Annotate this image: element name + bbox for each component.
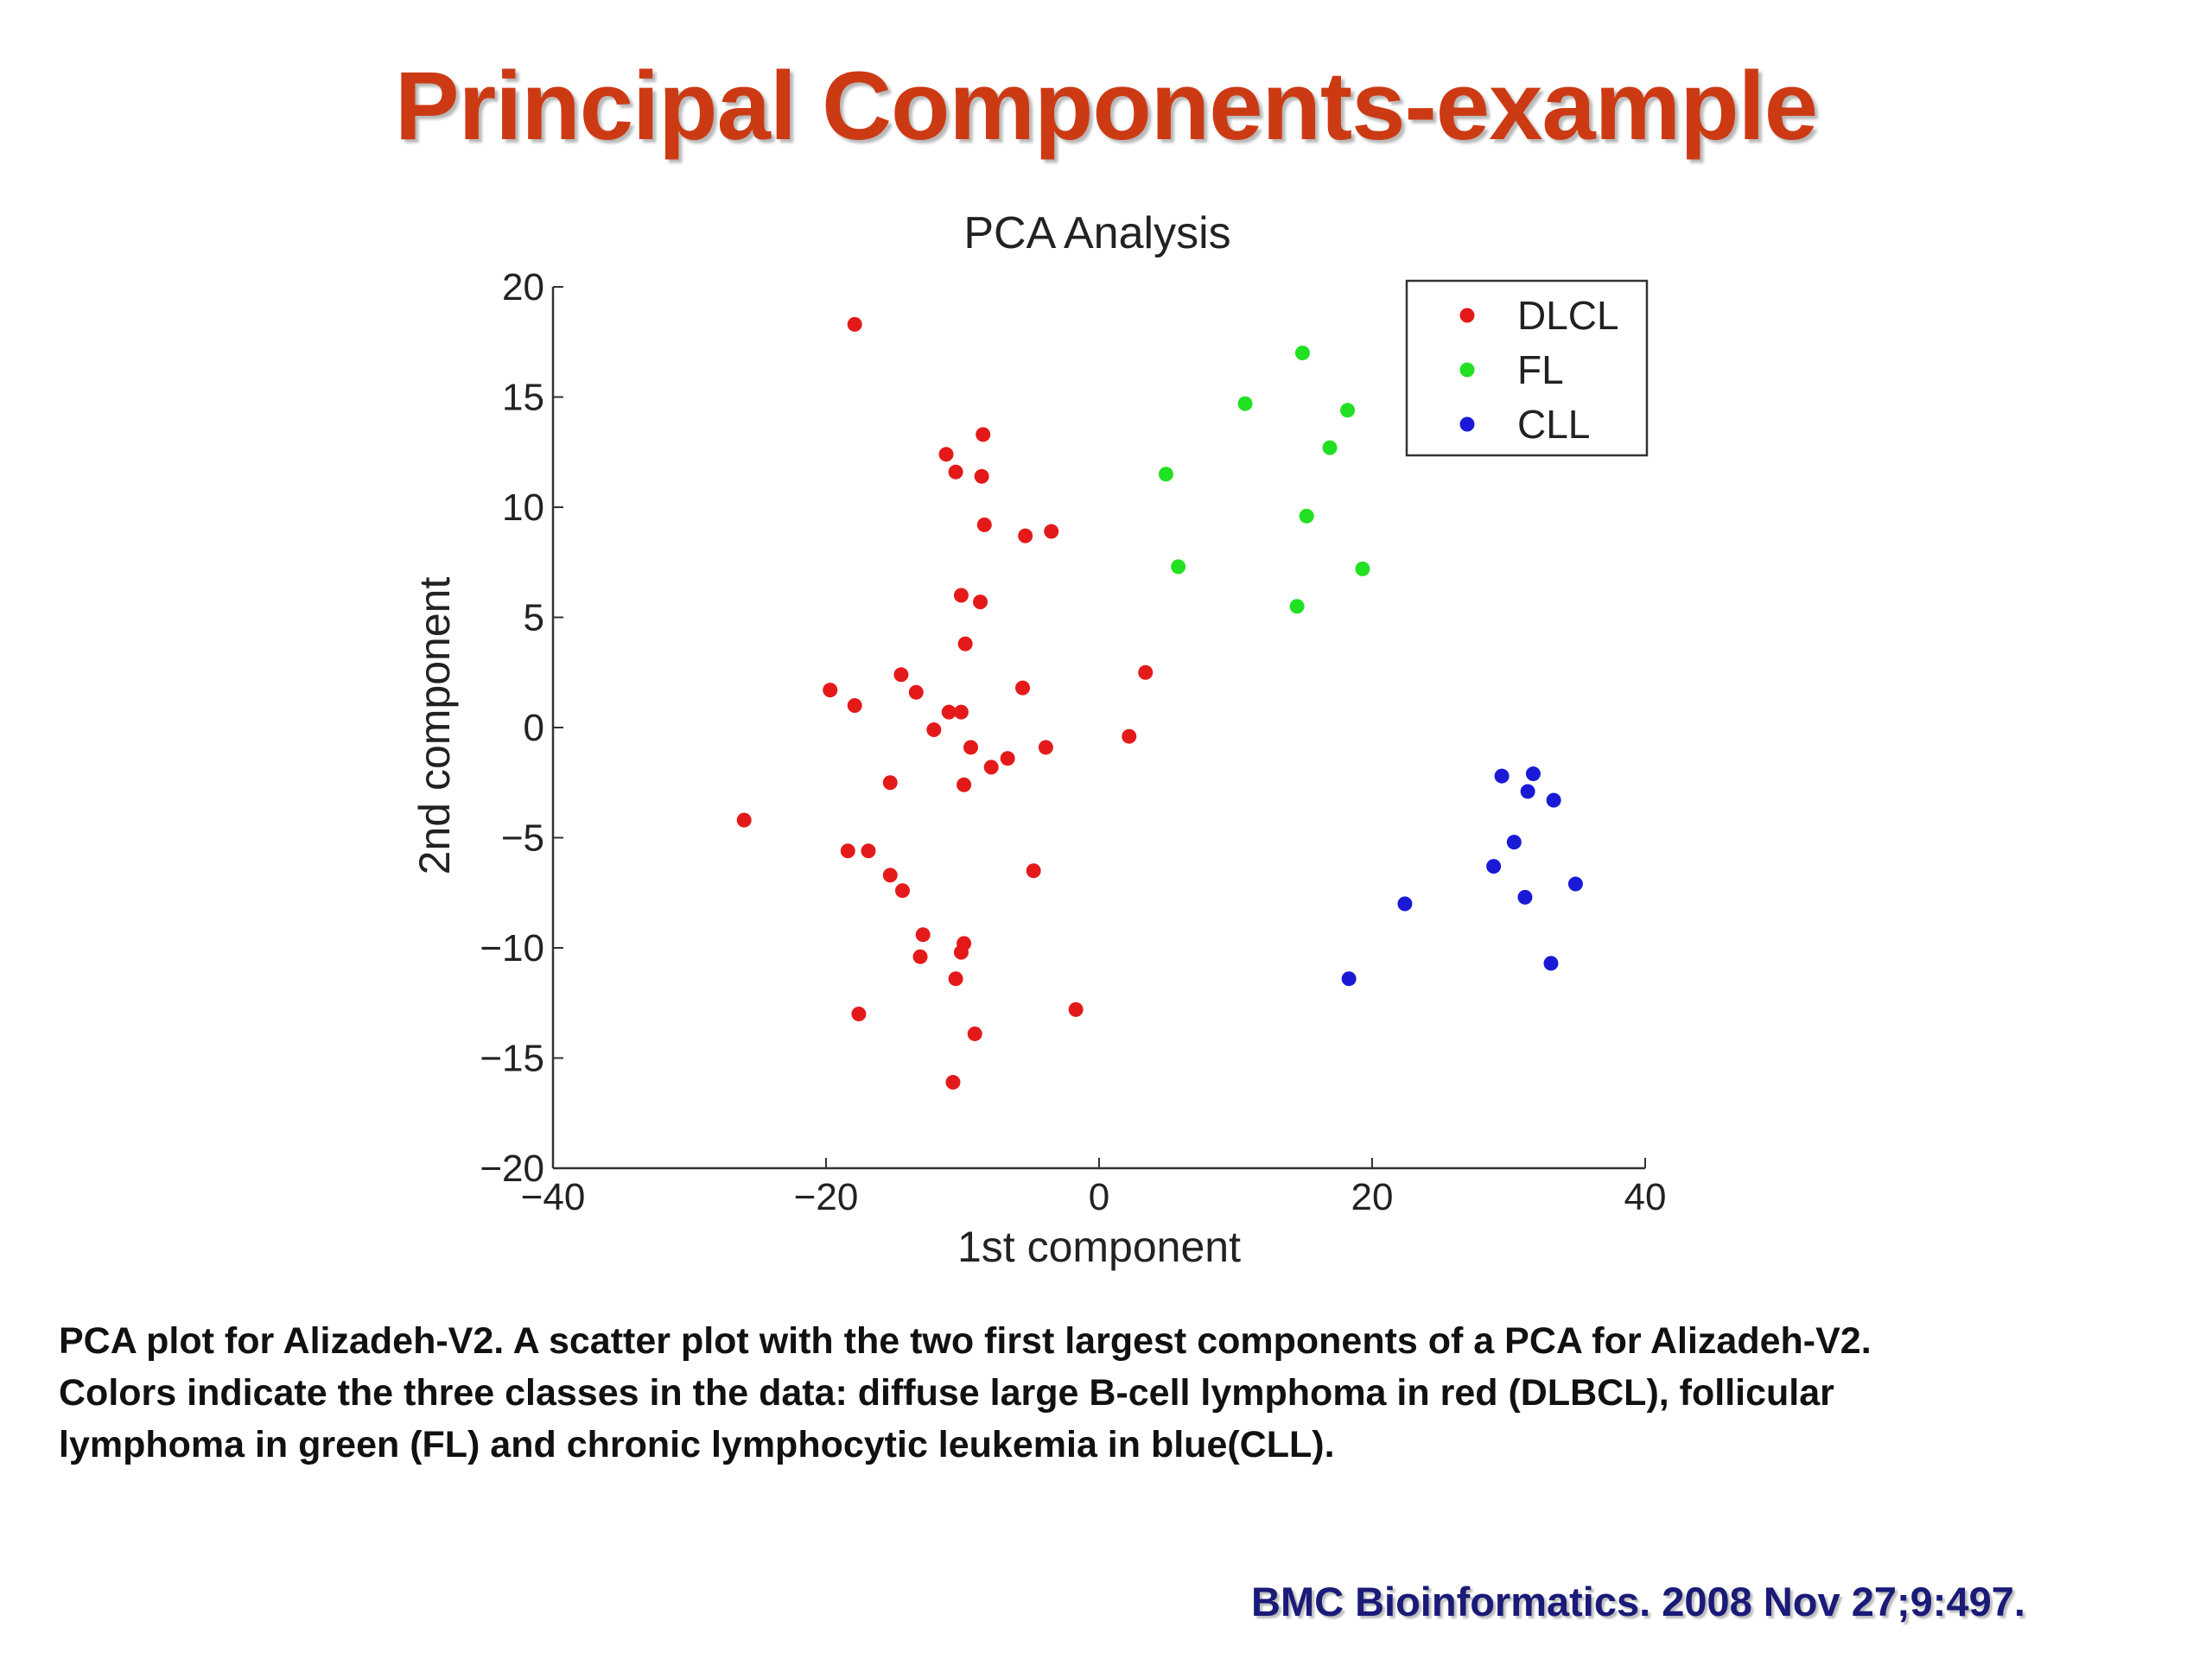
- point-dlcl: [908, 684, 924, 700]
- data-points: [736, 316, 1583, 1090]
- y-tick-label: 10: [502, 486, 544, 529]
- point-dlcl: [967, 1026, 982, 1041]
- point-dlcl: [861, 843, 876, 859]
- point-dlcl: [893, 667, 909, 683]
- point-cll: [1397, 896, 1413, 912]
- y-tick-label: −15: [480, 1038, 544, 1080]
- legend-marker-fl: [1459, 362, 1475, 378]
- point-dlcl: [912, 949, 928, 964]
- point-dlcl: [1015, 680, 1031, 696]
- y-tick-label: −10: [480, 927, 544, 969]
- legend-marker-dlcl: [1459, 308, 1475, 323]
- point-fl: [1322, 440, 1338, 455]
- point-dlcl: [926, 722, 942, 738]
- point-cll: [1517, 889, 1533, 905]
- x-tick-label: 20: [1351, 1176, 1394, 1218]
- point-dlcl: [941, 704, 957, 720]
- legend-box: [1405, 279, 1649, 457]
- point-dlcl: [976, 427, 991, 442]
- point-cll: [1341, 971, 1357, 987]
- point-dlcl: [976, 517, 992, 532]
- legend-label-cll: CLL: [1517, 402, 1590, 447]
- point-fl: [1158, 467, 1173, 482]
- y-tick-label: 5: [524, 597, 544, 639]
- point-dlcl: [945, 1075, 961, 1090]
- x-tick-label: 0: [1089, 1176, 1109, 1218]
- y-tick-label: −5: [501, 817, 544, 860]
- point-fl: [1237, 396, 1253, 411]
- point-dlcl: [1068, 1001, 1084, 1017]
- point-dlcl: [974, 468, 989, 484]
- y-tick-label: 0: [524, 707, 544, 749]
- point-dlcl: [847, 316, 862, 332]
- point-cll: [1494, 768, 1510, 784]
- caption-line-1: PCA plot for Alizadeh-V2. A scatter plot…: [59, 1320, 1872, 1362]
- chart-title: PCA Analysis: [963, 208, 1230, 258]
- point-dlcl: [983, 760, 999, 775]
- x-tick-label: −40: [521, 1176, 586, 1218]
- point-dlcl: [1026, 863, 1041, 879]
- point-dlcl: [1044, 524, 1059, 539]
- y-tick-label: 15: [502, 377, 544, 419]
- point-cll: [1567, 876, 1583, 892]
- point-fl: [1289, 599, 1305, 614]
- figure-caption: PCA plot for Alizadeh-V2. A scatter plot…: [59, 1315, 2193, 1471]
- point-dlcl: [973, 594, 988, 610]
- point-cll: [1520, 784, 1535, 799]
- legend-marker-cll: [1459, 416, 1475, 432]
- point-cll: [1546, 792, 1561, 808]
- x-tick-label: −20: [794, 1176, 859, 1218]
- legend: DLCL FL CLL: [1405, 279, 1649, 457]
- point-dlcl: [953, 704, 969, 720]
- point-dlcl: [736, 812, 752, 828]
- point-fl: [1355, 561, 1370, 576]
- point-dlcl: [1122, 728, 1137, 744]
- point-fl: [1294, 346, 1310, 360]
- point-cll: [1525, 766, 1541, 782]
- point-fl: [1171, 559, 1186, 575]
- point-dlcl: [847, 698, 862, 713]
- point-fl: [1340, 403, 1356, 418]
- point-dlcl: [948, 464, 963, 480]
- x-tick-label: 40: [1624, 1176, 1667, 1218]
- point-dlcl: [957, 636, 973, 652]
- x-axis-label: 1st component: [957, 1223, 1241, 1271]
- point-dlcl: [1018, 528, 1033, 543]
- point-dlcl: [882, 868, 898, 883]
- caption-line-3: lymphoma in green (FL) and chronic lymph…: [59, 1424, 1335, 1465]
- point-dlcl: [840, 843, 855, 859]
- point-dlcl: [938, 447, 954, 462]
- point-dlcl: [823, 683, 838, 698]
- point-dlcl: [963, 740, 978, 755]
- caption-line-2: Colors indicate the three classes in the…: [59, 1372, 1834, 1414]
- point-dlcl: [851, 1007, 867, 1021]
- point-dlcl: [1038, 740, 1053, 755]
- point-dlcl: [882, 775, 898, 791]
- point-dlcl: [953, 944, 969, 960]
- y-axis-label: 2nd component: [410, 577, 459, 875]
- point-cll: [1486, 859, 1502, 874]
- y-tick-label: −20: [480, 1147, 544, 1190]
- point-dlcl: [1138, 664, 1154, 680]
- point-dlcl: [1000, 751, 1015, 766]
- point-dlcl: [915, 927, 931, 943]
- point-fl: [1299, 508, 1314, 524]
- point-cll: [1506, 835, 1522, 850]
- legend-label-fl: FL: [1517, 347, 1564, 392]
- point-dlcl: [948, 971, 963, 987]
- y-tick-label: 20: [502, 266, 544, 308]
- point-dlcl: [957, 777, 972, 792]
- legend-label-dlcl: DLCL: [1517, 293, 1619, 338]
- source-citation: BMC Bioinformatics. 2008 Nov 27;9:497.: [1251, 1579, 2025, 1624]
- point-dlcl: [953, 588, 969, 603]
- point-cll: [1543, 956, 1559, 971]
- slide-title: Principal Components-example: [394, 52, 1818, 160]
- point-dlcl: [894, 883, 910, 899]
